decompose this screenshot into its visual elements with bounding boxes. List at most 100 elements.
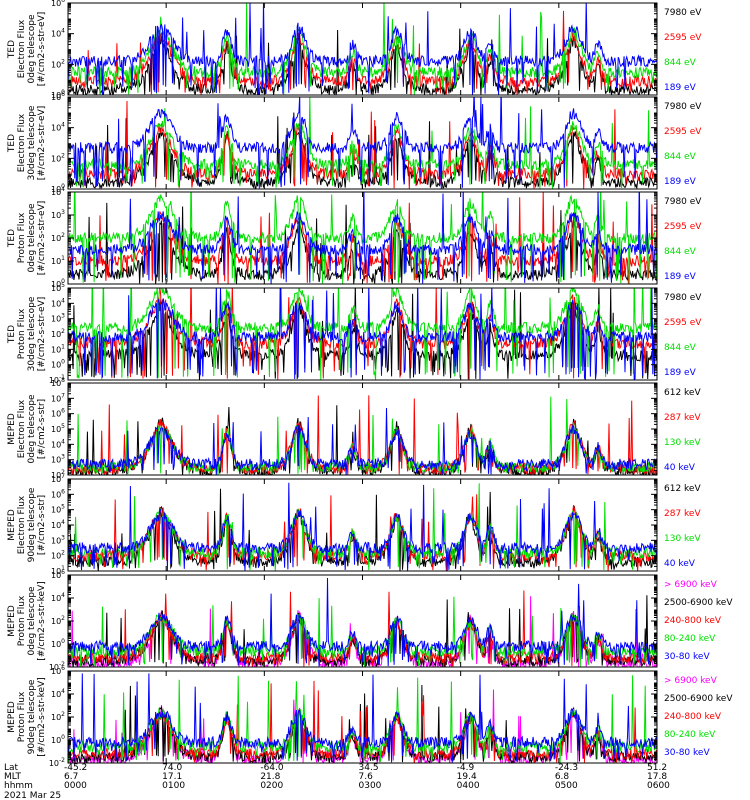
y-tick-label: 105 xyxy=(51,423,65,434)
legend-entry: 189 eV xyxy=(664,272,697,282)
y-tick-label: 10-1 xyxy=(49,374,65,385)
y-axis-label: TEDElectron Flux0deg telescope[#/cm2-s-s… xyxy=(7,12,47,87)
panel-1: 100 102 104 106 TEDElectron Flux0deg telesco… xyxy=(7,0,702,100)
y-tick-label: 10-2 xyxy=(49,757,65,768)
y-tick-label: 100 xyxy=(51,359,65,370)
y-axis-label: MEPEDElectron Flux0deg telescope[#/cm2-s… xyxy=(7,394,47,464)
legend-entry: 844 eV xyxy=(664,152,697,162)
legend-entry: 240-800 keV xyxy=(664,712,722,722)
footer-lat-value: -24.3 xyxy=(555,763,578,773)
y-axis-label-line: Proton Flux xyxy=(17,691,27,742)
y-tick-label: 100 xyxy=(51,278,65,289)
y-axis-label-line: Electron Flux xyxy=(17,19,27,78)
y-tick-label: 104 xyxy=(51,186,65,197)
y-tick-label: 107 xyxy=(51,392,65,403)
footer-date: 2021 Mar 25 xyxy=(4,791,61,800)
footer-lat-value: -4.9 xyxy=(457,763,475,773)
y-tick-label: 103 xyxy=(51,209,65,220)
y-tick-label: 105 xyxy=(51,282,65,293)
legend-entry: 2500-6900 keV xyxy=(664,598,733,608)
y-axis-label: TEDProton Flux0deg telescope[#/cm2-s-str… xyxy=(7,201,47,276)
footer-lat-value: -45.2 xyxy=(64,763,87,773)
y-tick-label: 105 xyxy=(51,504,65,515)
y-tick-label: 102 xyxy=(51,711,65,722)
legend-entry: 612 keV xyxy=(664,484,701,494)
panel-3: 100 101 102 103 104 TEDProton Flux0deg telesc… xyxy=(7,186,702,289)
legend-entry: 287 keV xyxy=(664,413,701,423)
legend-entry: 189 eV xyxy=(664,177,697,187)
y-axis-label-line: TED xyxy=(7,40,17,59)
y-axis-label-line: 0deg telescope xyxy=(27,394,37,464)
footer-lat-value: 34.5 xyxy=(359,763,379,773)
panel-6: 101 102 103 104 105 106 107 MEPEDElectron Flux9… xyxy=(7,473,701,576)
footer-mlt-value: 17.1 xyxy=(162,772,182,782)
y-tick-label: 100 xyxy=(51,183,65,194)
legend-entry: > 6900 keV xyxy=(664,676,718,686)
y-axis-label-line: [#/cm2-s-str] xyxy=(37,495,47,555)
series-line-4-4 xyxy=(68,288,657,380)
y-axis-label-line: [#/cm2-s-str-eV] xyxy=(37,106,47,181)
y-axis-label-line: Electron Flux xyxy=(17,399,27,458)
series-line-5-4 xyxy=(68,407,657,475)
legend-entry: 612 keV xyxy=(664,388,701,398)
series-line-8-5 xyxy=(68,673,657,763)
series-line-2-4 xyxy=(68,97,657,189)
y-tick-label: 106 xyxy=(51,91,65,102)
y-axis-label-line: 0deg telescope xyxy=(27,586,37,656)
footer-row-label: MLT xyxy=(4,772,22,782)
legend-entry: 189 eV xyxy=(664,368,697,378)
footer-hhmm-value: 0200 xyxy=(260,781,283,791)
y-tick-label: 100 xyxy=(51,89,65,100)
legend-entry: 2595 eV xyxy=(664,127,702,137)
legend-entry: 189 eV xyxy=(664,83,697,93)
y-axis-label-line: TED xyxy=(7,134,17,153)
footer-mlt-value: 17.8 xyxy=(647,772,667,782)
legend-entry: 2595 eV xyxy=(664,318,702,328)
y-axis-label: MEPEDElectron Flux90deg telescope[#/cm2-… xyxy=(7,487,47,562)
y-axis-label-line: 30deg telescope xyxy=(27,296,37,371)
y-tick-label: 106 xyxy=(51,488,65,499)
y-tick-label: 103 xyxy=(51,313,65,324)
y-axis-label: MEPEDProton Flux90deg telescope[#/cm2-s-… xyxy=(7,677,47,756)
legend-entry: 30-80 keV xyxy=(664,652,710,662)
y-axis-label-line: Electron Flux xyxy=(17,113,27,172)
y-axis-label-line: 90deg telescope xyxy=(27,487,37,562)
legend-entry: 40 keV xyxy=(664,559,696,569)
legend-entry: 7980 eV xyxy=(664,102,702,112)
y-tick-label: 102 xyxy=(51,550,65,561)
footer: LatMLThhmm-45.26.7000074.017.10100-64.02… xyxy=(4,763,670,800)
y-tick-label: 103 xyxy=(51,534,65,545)
footer-mlt-value: 19.4 xyxy=(457,772,477,782)
y-tick-label: 101 xyxy=(51,565,65,576)
y-tick-label: 102 xyxy=(51,328,65,339)
y-axis-label-line: 0deg telescope xyxy=(27,203,37,273)
y-tick-label: 104 xyxy=(51,438,65,449)
y-tick-label: 100 xyxy=(51,638,65,649)
footer-hhmm-value: 0500 xyxy=(555,781,578,791)
legend-entry: 80-240 keV xyxy=(664,634,716,644)
y-axis-label-line: [#/cm2-s-str] xyxy=(37,399,47,459)
legend-entry: 130 keV xyxy=(664,534,701,544)
panel-5: 102 103 104 105 106 107 108 MEPEDElectron Flux0… xyxy=(7,377,701,480)
y-tick-label: 106 xyxy=(51,569,65,580)
footer-lat-value: 74.0 xyxy=(162,763,182,773)
y-tick-label: 104 xyxy=(51,297,65,308)
y-tick-label: 101 xyxy=(51,343,65,354)
y-axis-label-line: [#/cm2-s-str-eV] xyxy=(37,297,47,372)
y-tick-label: 104 xyxy=(51,688,65,699)
series-line-4-2 xyxy=(68,288,657,380)
y-tick-label: 101 xyxy=(51,255,65,266)
y-tick-label: 104 xyxy=(51,28,65,39)
footer-lat-value: 51.2 xyxy=(647,763,667,773)
legend-entry: 7980 eV xyxy=(664,197,702,207)
footer-lat-value: -64.0 xyxy=(260,763,284,773)
footer-mlt-value: 21.8 xyxy=(260,772,280,782)
legend-entry: 130 keV xyxy=(664,438,701,448)
legend-entry: 80-240 keV xyxy=(664,730,716,740)
y-tick-label: 100 xyxy=(51,734,65,745)
y-axis-label: TEDElectron Flux30deg telescope[#/cm2-s-… xyxy=(7,105,47,180)
y-axis-label-line: MEPED xyxy=(7,509,17,541)
series-line-6-2 xyxy=(68,494,657,571)
panel-8: 10-2 100 102 104 106 MEPEDProton Flux90deg te… xyxy=(7,665,733,768)
